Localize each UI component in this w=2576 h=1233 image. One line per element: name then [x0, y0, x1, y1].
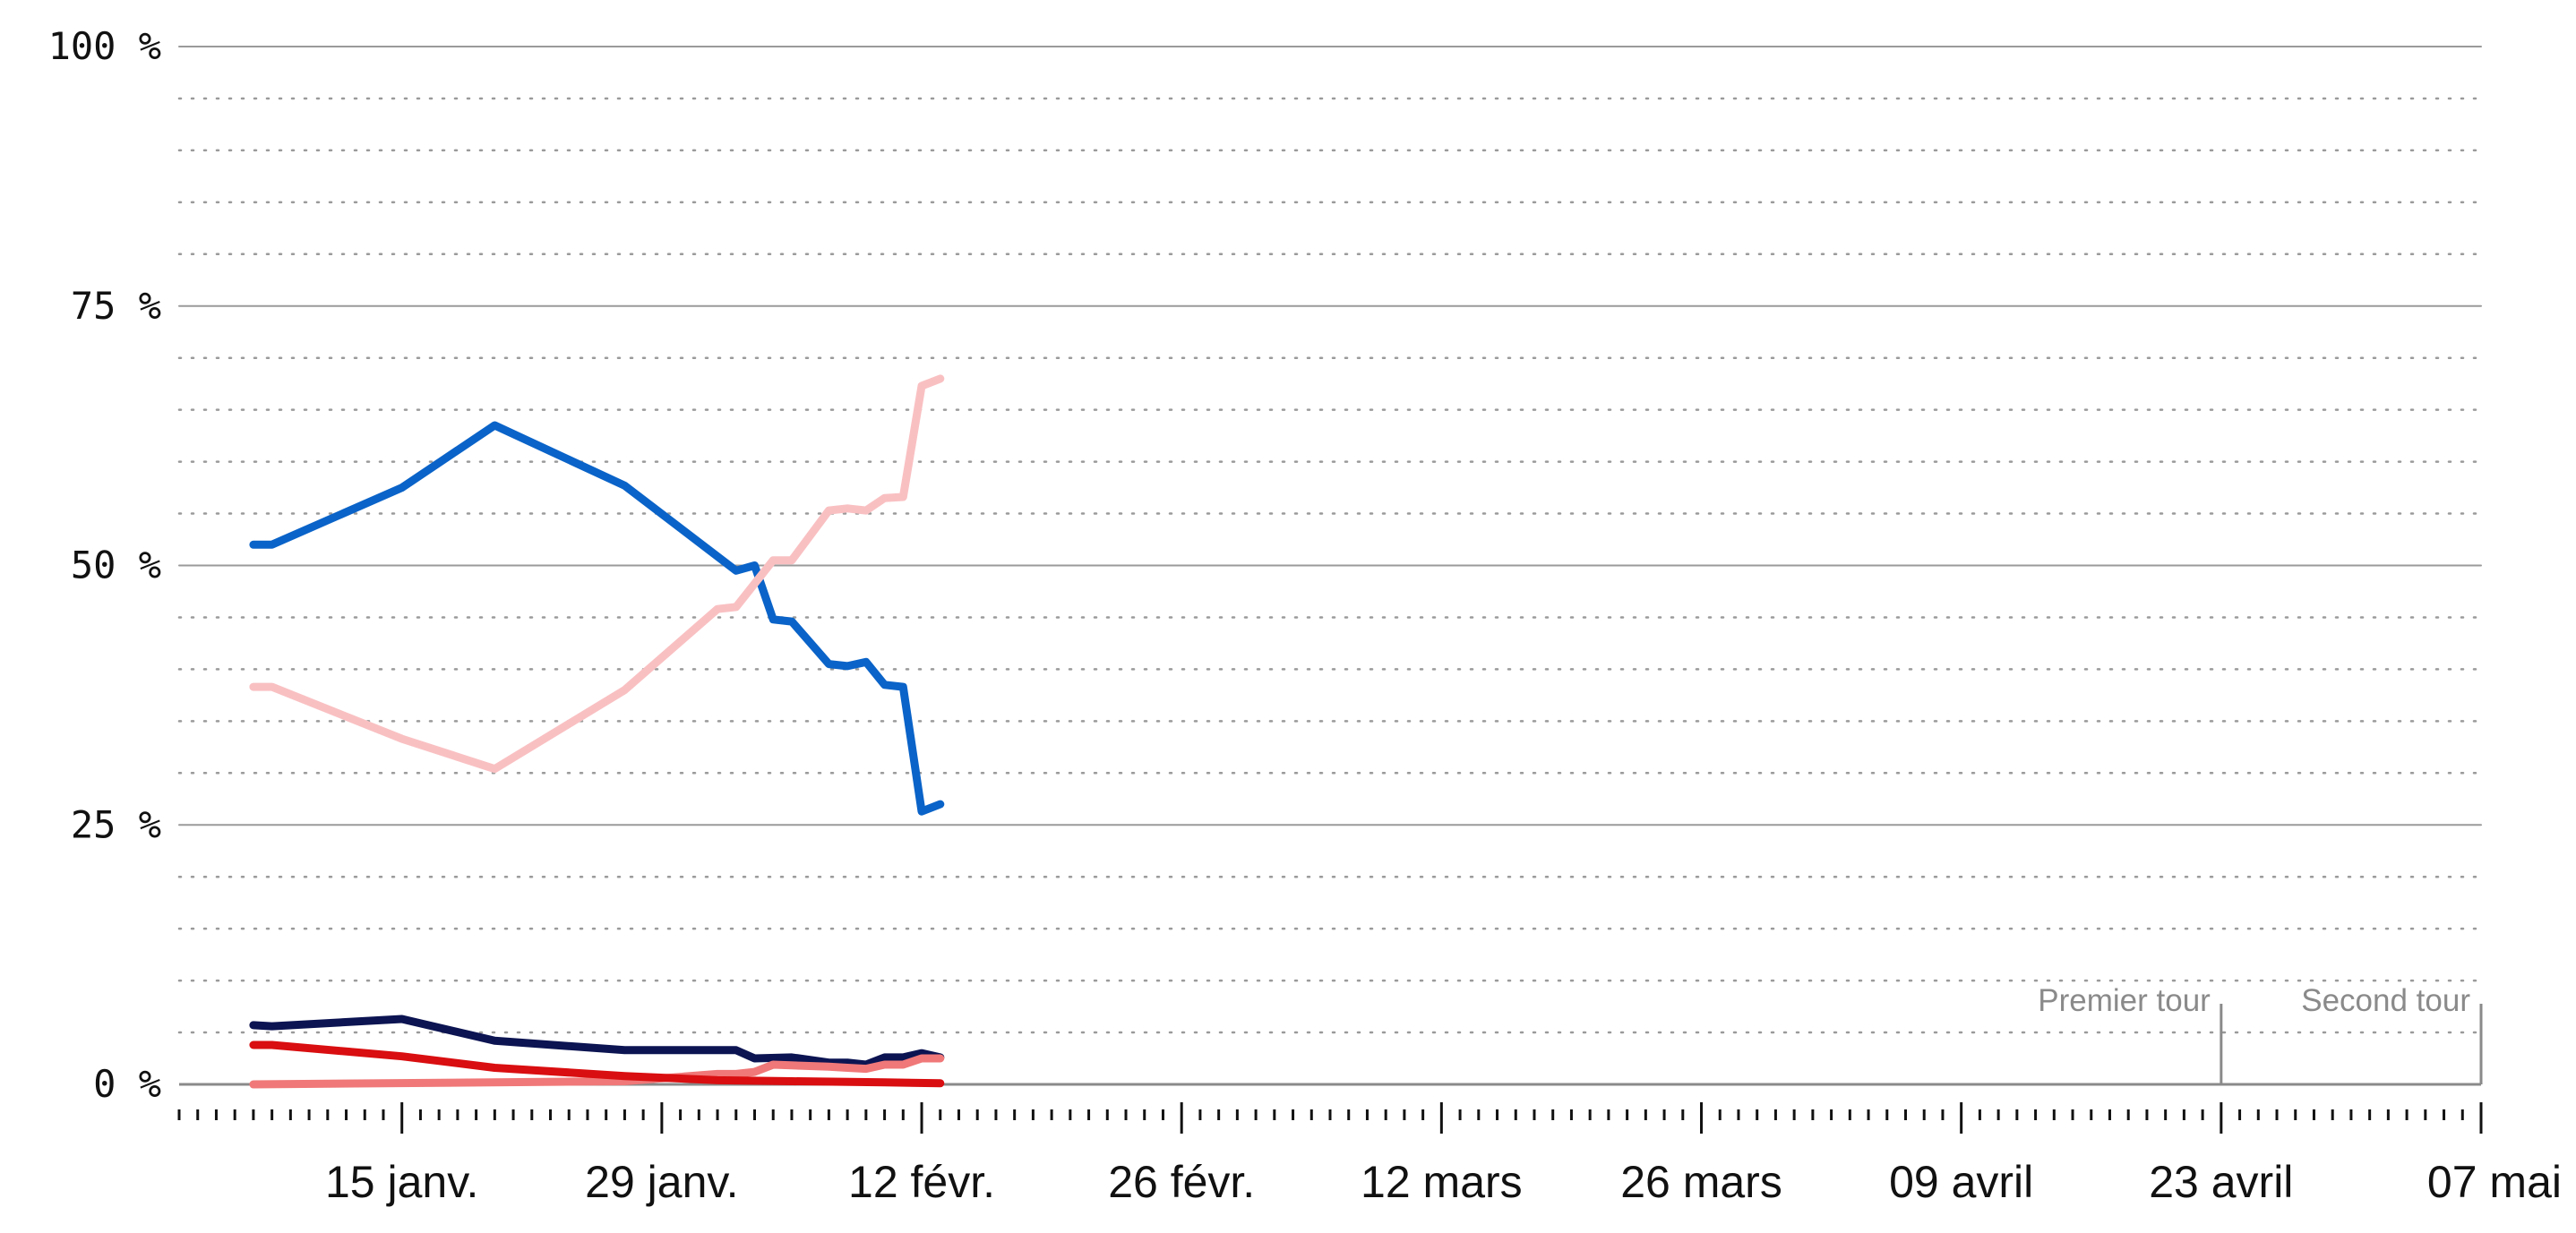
y-tick-label: 50 % — [71, 544, 161, 587]
y-tick-label: 75 % — [71, 284, 161, 328]
x-axis: 15 janv. 29 janv. 12 févr. 26 févr. 12 mars 2… — [177, 1083, 2562, 1207]
y-tick-label: 100 % — [48, 24, 161, 68]
series-line-2 — [249, 374, 945, 774]
election-markers: Premier tour Second tour — [2038, 983, 2483, 1084]
x-tick-label: 07 mai — [2427, 1157, 2562, 1207]
election-marker-label: Premier tour — [2038, 983, 2211, 1018]
x-tick-label: 15 janv. — [325, 1157, 478, 1207]
election-marker-label: Second tour — [2301, 983, 2470, 1018]
x-tick-label: 12 mars — [1361, 1157, 1523, 1207]
series-line-3 — [249, 1015, 945, 1069]
series-lines — [249, 374, 945, 1089]
x-tick-label: 09 avril — [1889, 1157, 2033, 1207]
grid-lines — [177, 46, 2483, 1034]
x-tick-label: 26 févr. — [1108, 1157, 1255, 1207]
x-tick-label: 26 mars — [1620, 1157, 1782, 1207]
x-tick-label: 23 avril — [2149, 1157, 2293, 1207]
series-line-1 — [249, 421, 945, 816]
x-tick-label: 29 janv. — [585, 1157, 738, 1207]
y-tick-label: 0 % — [93, 1062, 161, 1106]
y-axis: 100 % 75 % 50 % 25 % 0 % — [48, 24, 161, 1106]
series-line-4 — [249, 1054, 945, 1089]
x-tick-label: 12 févr. — [848, 1157, 995, 1207]
y-tick-label: 25 % — [71, 802, 161, 846]
series-line-5 — [249, 1040, 945, 1088]
